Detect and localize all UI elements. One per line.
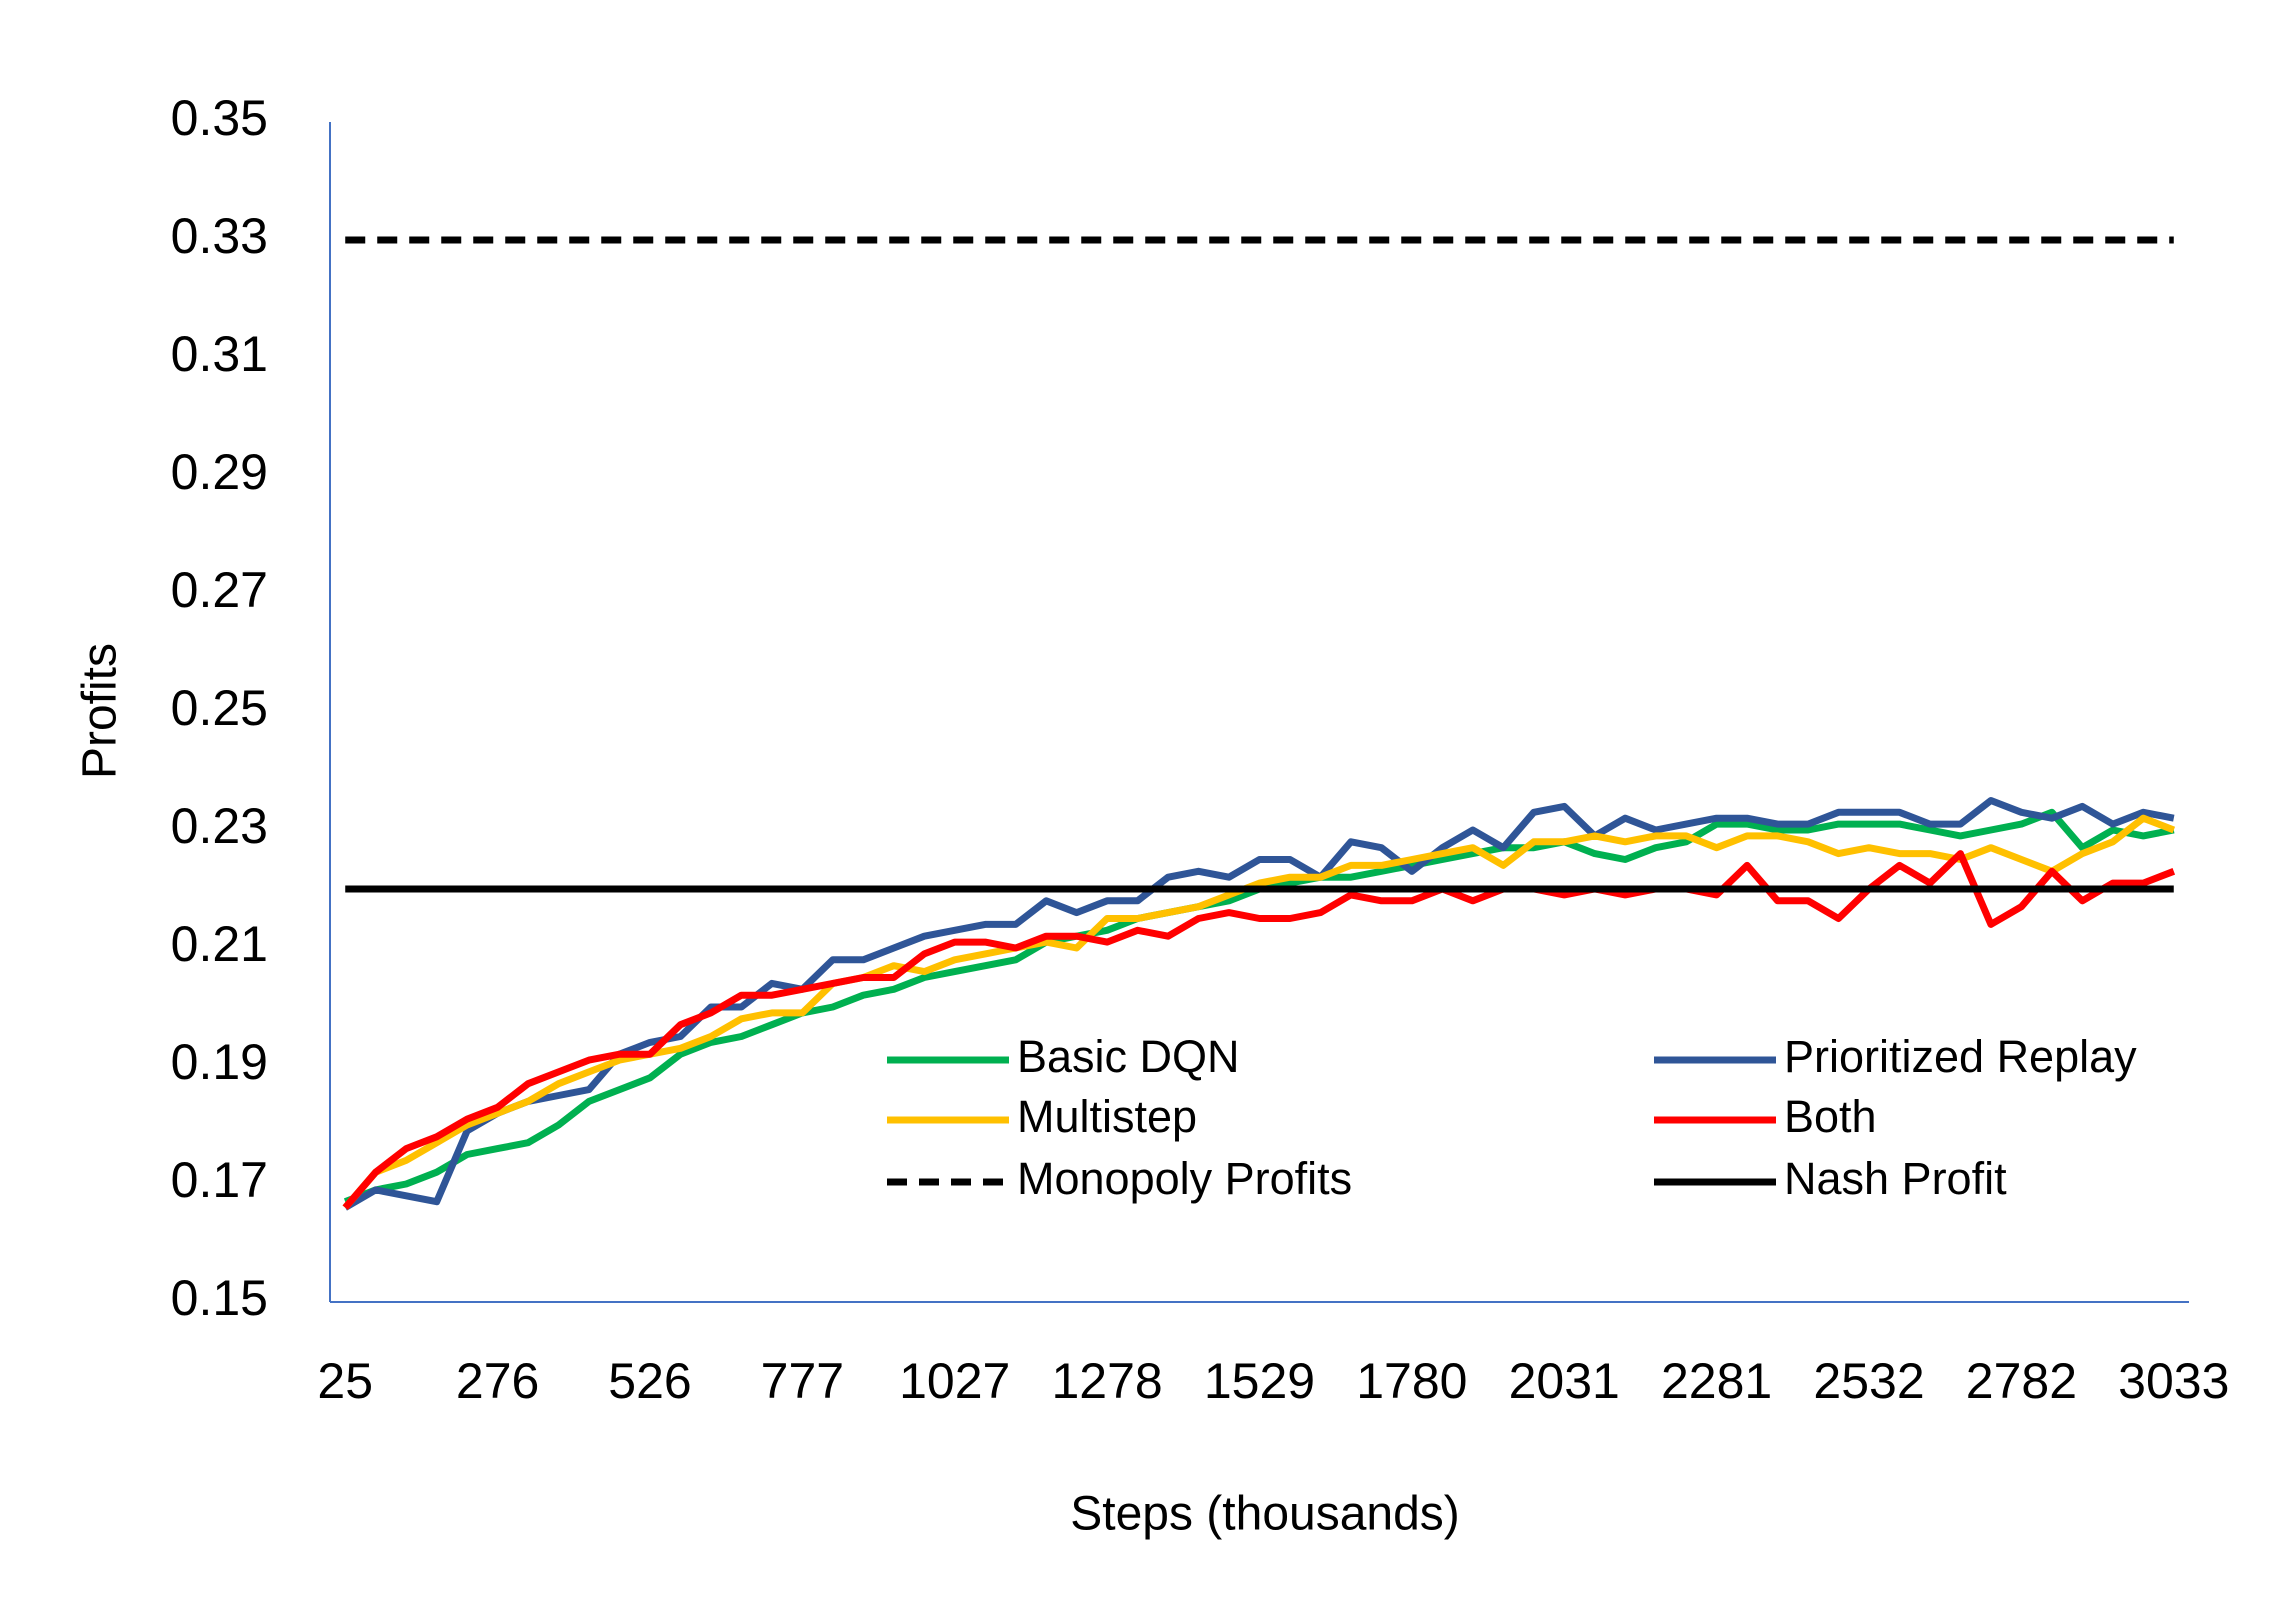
x-tick-label: 2782 xyxy=(1966,1353,2077,1409)
x-tick-label: 777 xyxy=(761,1353,844,1409)
y-axis-title: Profits xyxy=(74,643,127,779)
y-tick-label: 0.33 xyxy=(171,208,268,264)
y-tick-label: 0.23 xyxy=(171,798,268,854)
y-tick-label: 0.19 xyxy=(171,1034,268,1090)
legend-label: Basic DQN xyxy=(1017,1031,1240,1082)
x-tick-label: 25 xyxy=(317,1353,373,1409)
y-tick-label: 0.15 xyxy=(171,1270,268,1326)
series-line xyxy=(343,808,2175,1205)
y-tick-label: 0.31 xyxy=(171,326,268,382)
y-tick-label: 0.17 xyxy=(171,1152,268,1208)
series-line xyxy=(342,814,2176,1210)
x-tick-label: 2281 xyxy=(1661,1353,1772,1409)
x-tick-label: 1027 xyxy=(899,1353,1010,1409)
legend-label: Multistep xyxy=(1017,1091,1197,1142)
x-tick-label: 2532 xyxy=(1813,1353,1924,1409)
x-tick-label: 526 xyxy=(608,1353,691,1409)
legend-label: Nash Profit xyxy=(1784,1153,2007,1204)
y-tick-label: 0.25 xyxy=(171,680,268,736)
x-tick-label: 1529 xyxy=(1204,1353,1315,1409)
legend-label: Both xyxy=(1784,1091,1877,1142)
legend-label: Prioritized Replay xyxy=(1784,1031,2137,1082)
y-tick-label: 0.29 xyxy=(171,444,268,500)
x-axis-title: Steps (thousands) xyxy=(1070,1488,1460,1541)
x-tick-label: 1780 xyxy=(1356,1353,1467,1409)
x-tick-label: 2031 xyxy=(1509,1353,1620,1409)
legend-label: Monopoly Profits xyxy=(1017,1153,1352,1204)
x-tick-label: 1278 xyxy=(1052,1353,1163,1409)
series-line xyxy=(343,797,2175,1211)
y-tick-label: 0.27 xyxy=(171,562,268,618)
y-tick-label: 0.21 xyxy=(171,916,268,972)
x-tick-label: 276 xyxy=(456,1353,539,1409)
y-tick-label: 0.35 xyxy=(171,90,268,146)
x-tick-label: 3033 xyxy=(2118,1353,2229,1409)
